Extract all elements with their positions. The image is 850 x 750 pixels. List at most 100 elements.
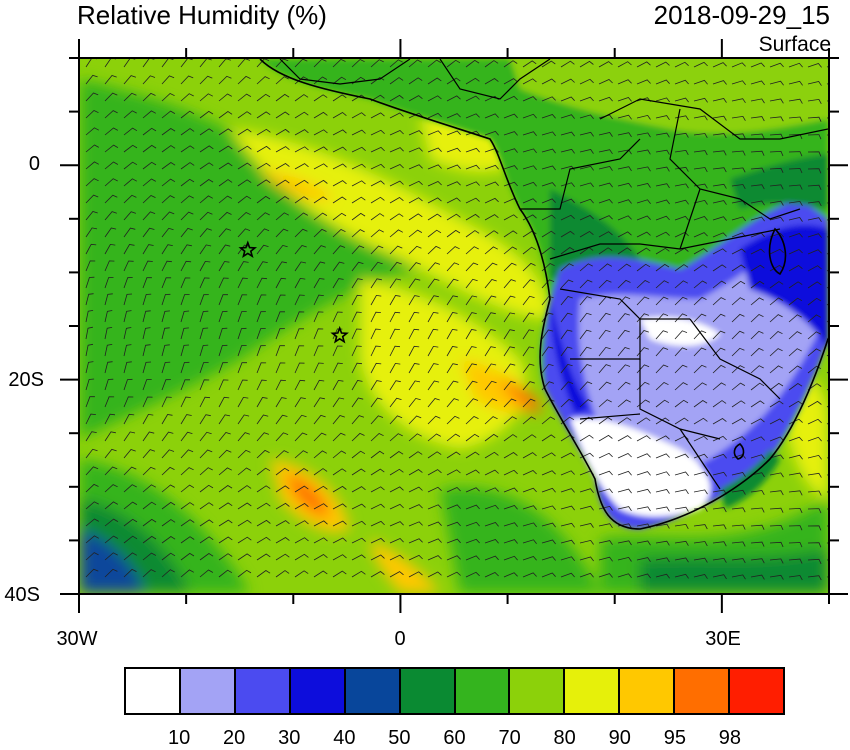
wind-barb [617,381,631,391]
wind-barb [522,452,537,459]
wind-barb [465,77,480,85]
wind-barb [313,570,328,578]
wind-barb [313,311,324,323]
wind-barb [275,362,286,374]
wind-barb [85,161,99,170]
wind-barb [541,114,556,119]
wind-barb [807,558,822,565]
wind-barb [142,431,155,442]
wind-barb [712,297,726,306]
wind-barb [636,417,651,425]
wind-barb [465,59,480,68]
wind-barb [484,539,499,544]
wind-barb [161,519,176,527]
wind-barb [142,449,156,459]
wind-barb [389,130,404,136]
wind-barb [123,277,133,289]
wind-barb [712,133,727,139]
wind-barb [237,379,248,391]
wind-barb [484,363,497,374]
wind-barb [104,552,118,561]
wind-barb [104,431,116,442]
wind-barb [750,150,765,156]
wind-barb [85,260,96,272]
wind-barb [389,164,404,170]
wind-barb [237,345,247,357]
wind-barb [769,150,784,157]
wind-barb [427,398,440,408]
wind-barb [446,77,461,85]
wind-barb [332,397,345,408]
humidity-map [78,57,830,595]
wind-barb [579,131,594,137]
wind-barb [674,364,688,374]
wind-barb [541,556,556,561]
wind-barb [465,433,480,442]
wind-barb [85,74,98,85]
wind-barb [560,329,573,340]
wind-barb [446,398,459,408]
wind-barb [199,195,213,204]
wind-barb [123,518,138,527]
wind-barb [446,59,461,68]
wind-barb [275,93,290,102]
wind-barb [85,310,94,323]
wind-barb [617,488,632,494]
wind-barb [218,327,228,340]
wind-barb [275,311,285,323]
wind-barb [446,451,461,459]
wind-barb [674,489,689,495]
wind-barb [275,261,287,272]
wind-barb [636,231,651,238]
wind-barbs [85,59,828,581]
wind-barb [408,77,423,85]
wind-barb [560,247,575,255]
wind-barb [256,345,266,357]
wind-barb [579,165,594,171]
wind-barb [712,400,727,408]
wind-barb [142,310,151,323]
wind-barb [446,328,458,340]
wind-barb [560,263,574,272]
wind-barb [465,147,480,153]
wind-barb [218,485,233,493]
wind-barb [731,115,746,121]
wind-barb [218,569,233,578]
wind-barb [237,502,252,510]
wind-barb [427,181,442,187]
wind-barb [427,197,442,204]
wind-barb [769,184,784,190]
wind-barb [503,487,518,493]
wind-barb [503,95,518,102]
wind-barb [750,133,765,139]
wind-barb [598,79,613,85]
wind-barb [256,467,271,476]
wind-barb [807,265,822,272]
wind-barb [389,278,402,289]
wind-barb [142,75,156,85]
lat-tick-label: 40S [4,584,40,606]
wind-barb [693,330,707,340]
wind-barb [465,246,479,255]
wind-barb [446,487,461,493]
wind-barb [674,471,689,477]
wind-barb [636,149,651,155]
wind-barb [788,542,803,548]
wind-barb [636,435,651,442]
wind-barb [598,166,613,171]
wind-barb [522,246,537,255]
wind-barb [408,229,423,238]
wind-barb [579,198,594,204]
wind-barb [142,144,157,153]
wind-barb [598,346,611,357]
wind-barb [598,488,613,494]
wind-barb [579,505,594,511]
wind-barb [769,541,784,548]
wind-barb [275,76,289,85]
wind-barb [731,297,745,306]
wind-barb [370,261,383,272]
wind-barb [807,134,822,140]
wind-barb [332,468,347,476]
wind-barb [218,228,232,238]
wind-barb [123,568,137,578]
